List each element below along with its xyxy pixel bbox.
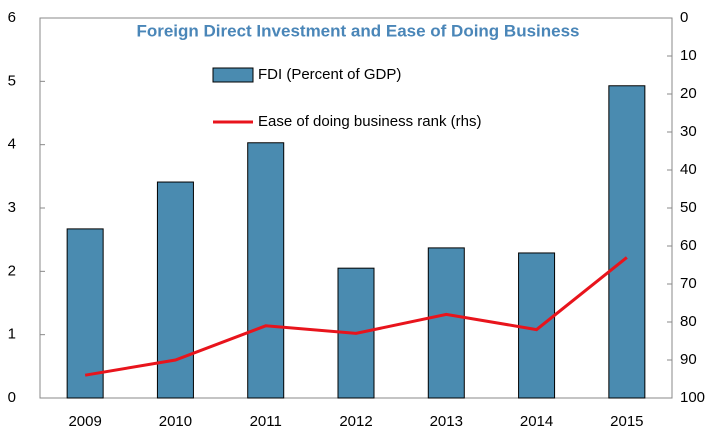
x-tick-label: 2012 (339, 413, 372, 430)
y-tick-label: 2 (8, 262, 16, 279)
y2-tick-label: 20 (680, 85, 697, 102)
bar (247, 142, 285, 399)
y2-tick-label: 40 (680, 161, 697, 178)
x-tick-label: 2013 (430, 413, 463, 430)
y-tick-label: 1 (8, 326, 16, 343)
y2-tick-label: 70 (680, 275, 697, 292)
bar (66, 228, 104, 399)
y2-tick-label: 0 (680, 9, 688, 26)
legend-swatch (212, 67, 254, 83)
y-tick-label: 4 (8, 136, 16, 153)
legend-label: Ease of doing business rank (rhs) (258, 113, 481, 130)
y2-tick-label: 90 (680, 351, 697, 368)
x-tick-label: 2009 (68, 413, 101, 430)
y-tick-label: 5 (8, 72, 16, 89)
y2-tick-label: 50 (680, 199, 697, 216)
y2-tick-label: 100 (680, 389, 705, 406)
bar (156, 181, 194, 399)
line (84, 256, 628, 377)
y-tick-label: 3 (8, 199, 16, 216)
x-tick-label: 2011 (250, 413, 282, 430)
bar (427, 247, 465, 399)
x-tick-label: 2014 (520, 413, 553, 430)
y-tick-label: 0 (8, 389, 16, 406)
x-tick-label: 2010 (159, 413, 192, 430)
y2-tick-label: 60 (680, 237, 697, 254)
legend-label: FDI (Percent of GDP) (258, 66, 401, 83)
y2-tick-label: 80 (680, 313, 697, 330)
y2-tick-label: 10 (680, 47, 697, 64)
y-tick-label: 6 (8, 9, 16, 26)
y2-tick-label: 30 (680, 123, 697, 140)
bar (518, 252, 556, 399)
x-tick-label: 2015 (610, 413, 643, 430)
bar (608, 85, 646, 399)
chart-title: Foreign Direct Investment and Ease of Do… (136, 21, 579, 40)
